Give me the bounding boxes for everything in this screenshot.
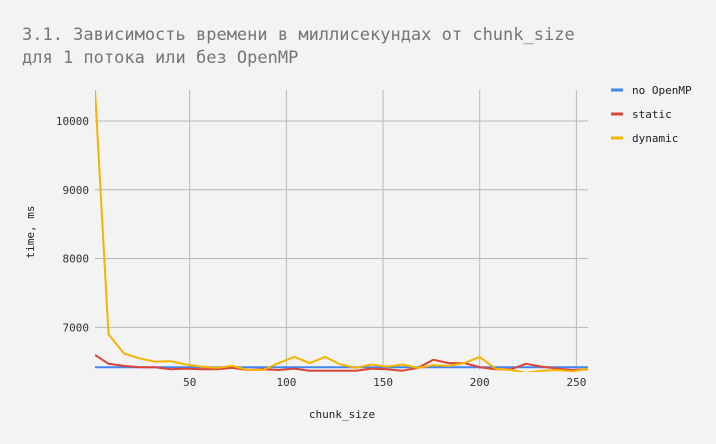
chart-title-line-1: 3.1. Зависимость времени в миллисекундах… (22, 25, 575, 45)
y-axis-label: time, ms (24, 206, 37, 259)
x-tick-label: 250 (566, 376, 586, 389)
x-axis-label: chunk_size (309, 408, 375, 421)
y-tick-label: 8000 (63, 253, 90, 266)
y-axis-ticks: 7000 8000 9000 10000 (56, 115, 89, 334)
y-tick-label: 7000 (63, 321, 90, 334)
y-tick-label: 9000 (63, 184, 90, 197)
x-axis-ticks: 50 100 150 200 250 (183, 376, 586, 389)
legend: no OpenMP static dynamic (611, 84, 692, 145)
series-line-static (95, 354, 588, 372)
x-tick-label: 150 (373, 376, 393, 389)
y-tick-label: 10000 (56, 115, 89, 128)
grid (95, 90, 588, 370)
legend-label-static: static (632, 108, 672, 121)
x-tick-label: 50 (183, 376, 196, 389)
x-tick-label: 100 (276, 376, 296, 389)
legend-label-no-openmp: no OpenMP (632, 84, 692, 97)
series-lines (95, 89, 588, 372)
series-line-dynamic (95, 89, 588, 372)
chart-title-line-2: для 1 потока или без OpenMP (22, 48, 298, 68)
x-tick-label: 200 (470, 376, 490, 389)
legend-label-dynamic: dynamic (632, 132, 678, 145)
